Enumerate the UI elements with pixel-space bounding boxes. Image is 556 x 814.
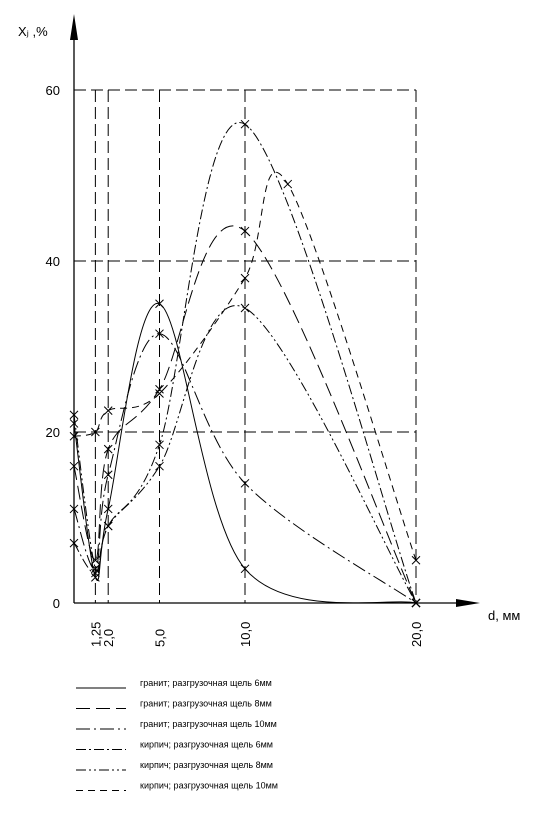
data-point-s5-1: [69, 410, 79, 420]
data-point-s3-3: [103, 470, 113, 480]
data-point-s2-1: [69, 461, 79, 471]
data-point-s5-4: [155, 461, 164, 471]
series-line-4: [73, 121, 417, 604]
data-point-s4-4: [155, 440, 164, 450]
x-tick-label-3: 10,0: [238, 622, 253, 647]
data-point-s1-1: [69, 419, 79, 428]
y-axis-arrow: [70, 14, 78, 40]
data-point-s1-5: [240, 564, 250, 574]
data-point-s6-3: [103, 406, 113, 415]
y-tick-label-40: 40: [46, 254, 60, 269]
data-point-s2-5: [240, 226, 250, 236]
axes: Xⱼ ,% d, мм: [18, 14, 520, 623]
grid: [74, 89, 417, 603]
data-point-s3-4: [155, 329, 164, 339]
legend-label-4: кирпич; разгрузочная щель 6мм: [140, 740, 273, 750]
legend-label-2: гранит; разгрузочная щель 8мм: [140, 699, 272, 709]
data-point-s5-2: [91, 564, 100, 574]
data-point-s6-1: [69, 431, 79, 441]
series-line-6: [73, 171, 417, 561]
data-point-s3-5: [240, 478, 250, 488]
x-tick-label-0: 1,25: [88, 622, 103, 647]
series-line-2: [73, 225, 417, 604]
ticks: 0 20 40 60 1,252,0 5,0 10,0 20,0: [46, 83, 424, 647]
series-line-1: [73, 303, 417, 604]
y-tick-label-20: 20: [46, 425, 60, 440]
legend-label-1: гранит; разгрузочная щель 6мм: [140, 678, 272, 688]
data-point-s4-2: [91, 568, 100, 578]
x-tick-label-2: 5,0: [153, 629, 168, 647]
data-point-s5-6: [411, 598, 421, 608]
data-point-s2-2: [91, 555, 100, 565]
y-tick-label-0: 0: [53, 596, 60, 611]
data-point-s2-4: [155, 384, 164, 394]
data-point-s6-2: [91, 427, 100, 437]
legend-label-3: гранит; разгрузочная щель 10мм: [140, 719, 277, 729]
data-point-s6-4: [155, 389, 164, 398]
x-axis-arrow: [456, 599, 480, 607]
data-point-s4-1: [69, 538, 79, 548]
legend-label-6: кирпич; разгрузочная щель 10мм: [140, 781, 278, 791]
data-point-s6-7: [411, 555, 421, 565]
data-point-s5-5: [240, 303, 250, 313]
x-tick-label-4: 20,0: [409, 622, 424, 647]
data-point-s6-6: [283, 179, 293, 189]
data-point-s1-4: [155, 299, 164, 309]
data-point-s6-5: [240, 273, 250, 283]
data-point-s2-3: [103, 444, 113, 454]
data-point-s1-2: [91, 572, 100, 582]
legend-label-5: кирпич; разгрузочная щель 8мм: [140, 760, 273, 770]
series-lines: [73, 121, 417, 604]
data-point-s1-3: [103, 504, 113, 514]
series-markers: [69, 119, 421, 608]
data-point-s4-5: [240, 119, 250, 129]
data-point-s3-1: [69, 504, 79, 514]
data-point-s5-3: [103, 521, 113, 531]
y-axis-label: Xⱼ ,%: [18, 24, 48, 39]
x-axis-label: d, мм: [488, 608, 520, 623]
x-tick-label-1: 2,0: [101, 629, 116, 647]
y-tick-label-60: 60: [46, 83, 60, 98]
legend: гранит; разгрузочная щель 6мм гранит; раз…: [76, 678, 278, 791]
